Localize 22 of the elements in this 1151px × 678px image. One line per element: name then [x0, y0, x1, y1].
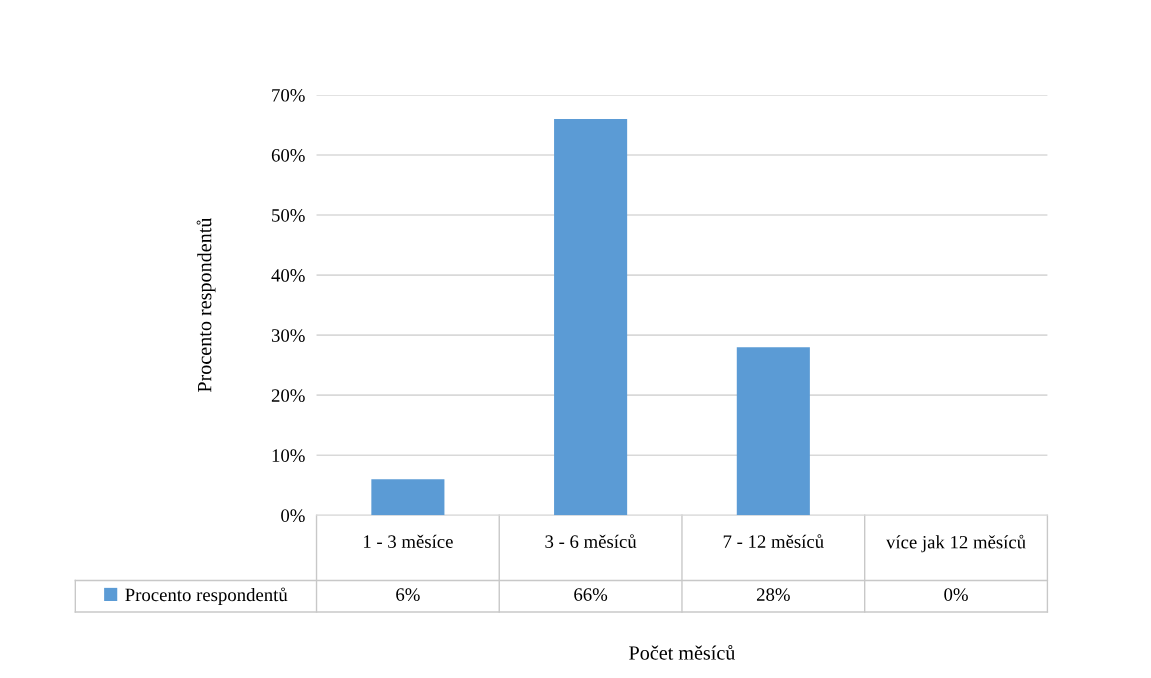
y-tick-label: 10%	[272, 449, 305, 462]
y-tick-label: 60%	[271, 149, 305, 162]
y-tick-label: 50%	[272, 209, 305, 222]
y-tick-label: 30%	[271, 329, 305, 342]
y-axis-title: Procento respondentů	[196, 217, 216, 393]
bar	[736, 347, 810, 516]
x-tick-label: 3 - 6 měsíců	[545, 534, 637, 548]
y-tick-label: 40%	[271, 269, 305, 282]
x-tick-label: 1 - 3 měsíce	[363, 534, 453, 548]
data-label: 0%	[944, 588, 968, 601]
bar	[554, 118, 628, 516]
legend-label: Procento respondentů	[125, 587, 288, 605]
bar	[371, 479, 445, 516]
data-label: 6%	[396, 588, 420, 601]
data-label: 66%	[574, 588, 608, 601]
data-label: 28%	[756, 588, 790, 601]
y-tick-label: 70%	[272, 88, 305, 102]
x-tick-label: 7 - 12 měsíců	[723, 534, 824, 548]
y-tick-label: 20%	[271, 389, 305, 402]
y-tick-label: 0%	[281, 509, 305, 523]
x-tick-label: více jak 12 měsíců	[886, 534, 1026, 553]
x-axis-title: Počet měsíců	[629, 644, 736, 660]
